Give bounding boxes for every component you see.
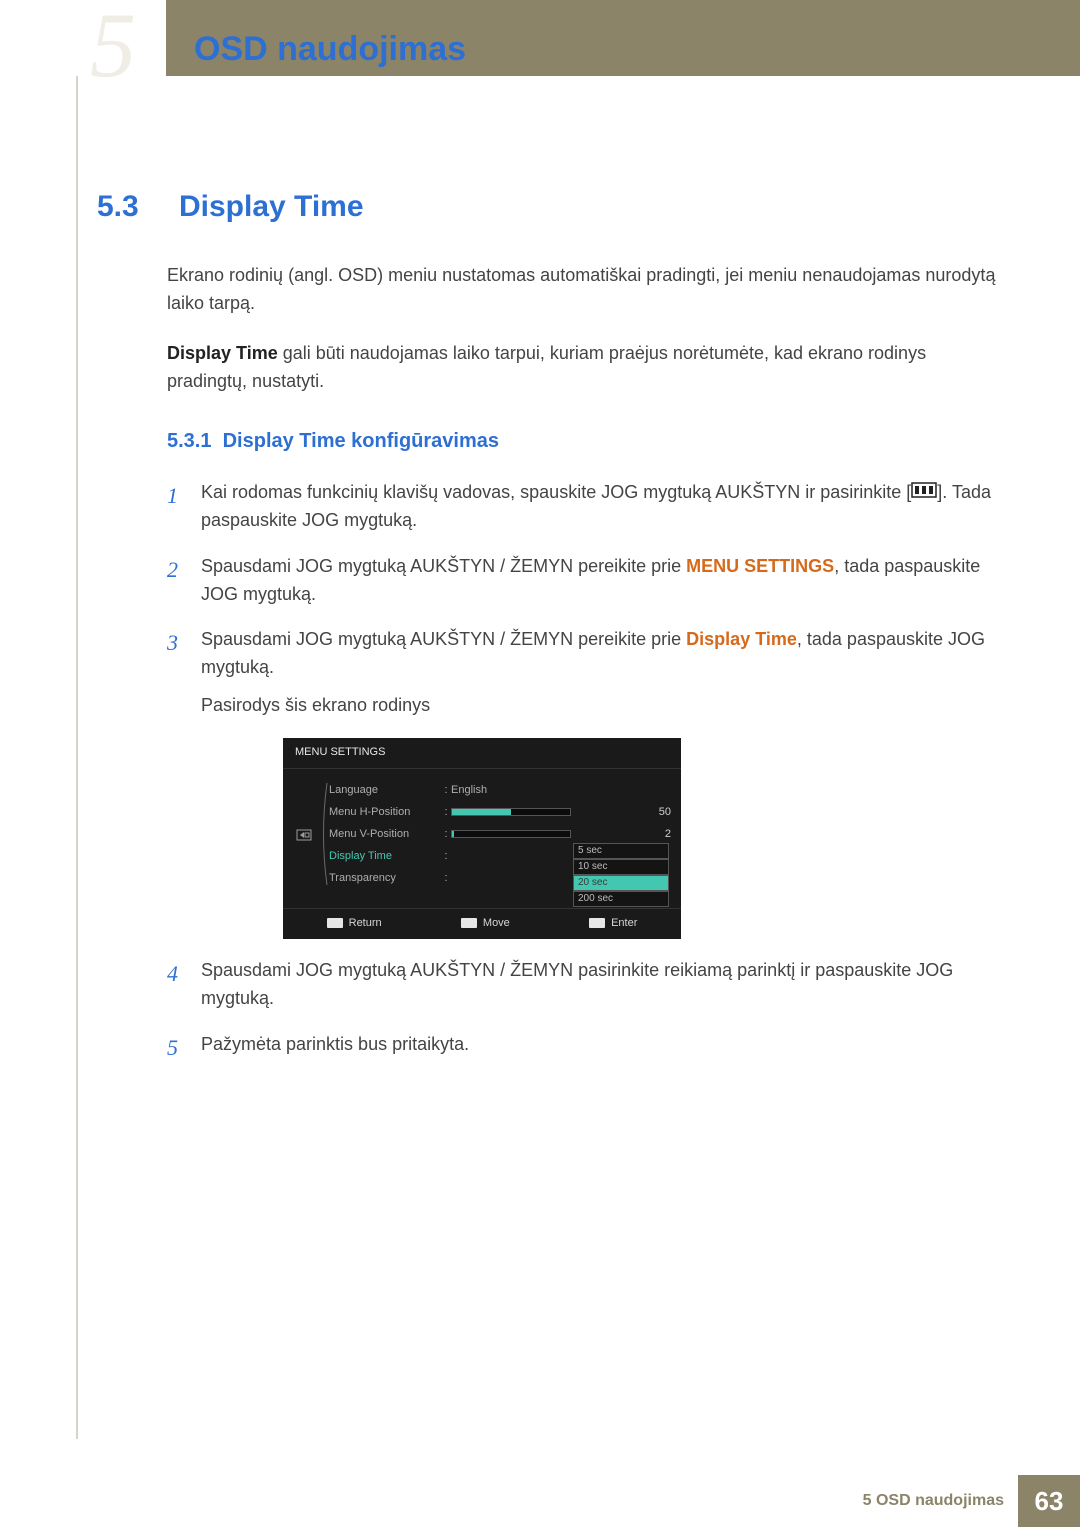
- footer-label: 5 OSD naudojimas: [863, 1475, 1018, 1527]
- left-margin-rule: [76, 76, 78, 1439]
- osd-option: 200 sec: [573, 891, 669, 907]
- step-4: 4 Spausdami JOG mygtuką AUKŠTYN / ŽEMYN …: [167, 957, 1000, 1013]
- osd-slider-vpos: [451, 830, 571, 838]
- section-body: Ekrano rodinių (angl. OSD) meniu nustato…: [167, 262, 1000, 396]
- step-2: 2 Spausdami JOG mygtuką AUKŠTYN / ŽEMYN …: [167, 553, 1000, 609]
- intro-paragraph-2: Display Time gali būti naudojamas laiko …: [167, 340, 1000, 396]
- step-5: 5 Pažymėta parinktis bus pritaikyta.: [167, 1031, 1000, 1065]
- intro2-rest: gali būti naudojamas laiko tarpui, kuria…: [167, 343, 926, 391]
- osd-options-dropdown: 5 sec 10 sec 20 sec 200 sec: [573, 843, 669, 907]
- osd-option-selected: 20 sec: [573, 875, 669, 891]
- osd-footer: Return Move Enter: [283, 908, 681, 939]
- osd-curve: [319, 779, 329, 892]
- section-title: Display Time: [179, 190, 364, 224]
- osd-side-icon: [289, 779, 319, 892]
- page-footer: 5 OSD naudojimas 63: [0, 1475, 1080, 1527]
- step-text: Spausdami JOG mygtuką AUKŠTYN / ŽEMYN pe…: [201, 626, 1000, 720]
- step-number: 1: [167, 479, 183, 535]
- subsection-number: 5.3.1: [167, 430, 211, 452]
- step-text: Spausdami JOG mygtuką AUKŠTYN / ŽEMYN pe…: [201, 553, 1000, 609]
- osd-footer-enter: Enter: [589, 917, 637, 929]
- osd-footer-return: Return: [327, 917, 382, 929]
- step-text: Pažymėta parinktis bus pritaikyta.: [201, 1031, 469, 1065]
- step-3: 3 Spausdami JOG mygtuką AUKŠTYN / ŽEMYN …: [167, 626, 1000, 720]
- intro-paragraph-1: Ekrano rodinių (angl. OSD) meniu nustato…: [167, 262, 1000, 318]
- page-content: 5.3 Display Time Ekrano rodinių (angl. O…: [97, 190, 1000, 1083]
- menu-icon: [911, 479, 937, 507]
- section-heading: 5.3 Display Time: [97, 190, 1000, 224]
- step-1: 1 Kai rodomas funkcinių klavišų vadovas,…: [167, 479, 1000, 535]
- highlight-display-time: Display Time: [686, 629, 797, 649]
- step-number: 2: [167, 553, 183, 609]
- step-3-followup: Pasirodys šis ekrano rodinys: [201, 695, 430, 715]
- subsection-title: Display Time konfigūravimas: [223, 430, 499, 452]
- chapter-title: OSD naudojimas: [194, 30, 466, 69]
- step-number: 3: [167, 626, 183, 720]
- osd-title: MENU SETTINGS: [283, 738, 681, 769]
- osd-option: 10 sec: [573, 859, 669, 875]
- osd-row-hpos: Menu H-Position : 50: [329, 801, 671, 823]
- osd-option: 5 sec: [573, 843, 669, 859]
- intro2-bold: Display Time: [167, 343, 278, 363]
- footer-page-number: 63: [1018, 1475, 1080, 1527]
- step-number: 4: [167, 957, 183, 1013]
- section-number: 5.3: [97, 190, 155, 224]
- osd-slider-hpos: [451, 808, 571, 816]
- osd-footer-move: Move: [461, 917, 510, 929]
- osd-row-vpos: Menu V-Position : 2: [329, 823, 671, 845]
- osd-panel: MENU SETTINGS Language : English: [283, 738, 681, 939]
- step-text: Kai rodomas funkcinių klavišų vadovas, s…: [201, 479, 1000, 535]
- osd-screenshot: MENU SETTINGS Language : English: [283, 738, 681, 939]
- osd-row-language: Language : English: [329, 779, 671, 801]
- subsection-heading: 5.3.1 Display Time konfigūravimas: [167, 430, 1000, 453]
- chapter-number: 5: [90, 0, 136, 98]
- step-list: 1 Kai rodomas funkcinių klavišų vadovas,…: [167, 479, 1000, 1065]
- osd-body: Language : English Menu H-Position : 50: [283, 769, 681, 908]
- step-number: 5: [167, 1031, 183, 1065]
- highlight-menu-settings: MENU SETTINGS: [686, 556, 834, 576]
- step-text: Spausdami JOG mygtuką AUKŠTYN / ŽEMYN pa…: [201, 957, 1000, 1013]
